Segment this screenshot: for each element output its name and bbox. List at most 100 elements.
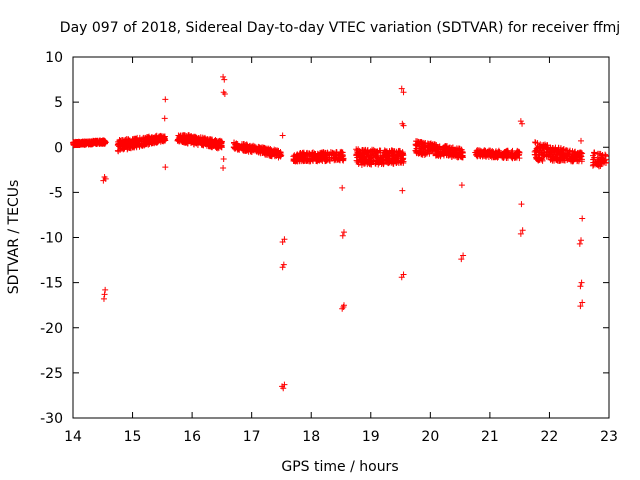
x-tick-label: 17	[243, 429, 261, 445]
data-point	[590, 161, 597, 168]
data-point	[183, 137, 190, 144]
data-point	[385, 153, 392, 160]
data-point	[577, 303, 584, 310]
plot-border	[72, 56, 610, 419]
data-point	[119, 145, 126, 152]
data-point	[280, 261, 287, 268]
data-point	[516, 155, 523, 162]
data-point	[576, 240, 583, 247]
data-point	[318, 149, 325, 156]
data-point	[327, 149, 334, 156]
data-point	[571, 152, 578, 159]
data-point	[362, 147, 369, 154]
data-point	[75, 141, 82, 148]
data-point	[158, 133, 165, 140]
data-point	[100, 295, 107, 302]
data-point	[440, 152, 447, 159]
data-point	[247, 145, 254, 152]
data-point	[357, 154, 364, 161]
data-point	[430, 150, 437, 157]
x-tick-label: 18	[302, 429, 320, 445]
data-point	[378, 154, 385, 161]
data-point	[312, 153, 319, 160]
data-point	[221, 91, 228, 98]
data-point	[400, 89, 407, 96]
data-point	[220, 155, 227, 162]
data-point	[452, 152, 459, 159]
x-tick-label: 16	[183, 429, 201, 445]
data-point	[140, 135, 147, 142]
y-tick-label: 0	[54, 140, 63, 156]
data-point	[115, 148, 122, 155]
data-point	[459, 152, 466, 159]
data-point	[251, 147, 258, 154]
data-point	[556, 152, 563, 159]
data-point	[279, 239, 286, 246]
data-point	[208, 138, 215, 145]
y-tick-label: -10	[40, 231, 63, 247]
y-tick-label: -5	[49, 185, 63, 201]
data-point	[385, 160, 392, 167]
data-point	[601, 158, 608, 165]
data-point	[513, 150, 520, 157]
data-point	[340, 229, 347, 236]
data-point	[578, 237, 585, 244]
data-point	[550, 146, 557, 153]
data-point	[518, 201, 525, 208]
data-point	[544, 145, 551, 152]
y-tick-label: -30	[40, 411, 63, 427]
data-point	[220, 73, 227, 80]
data-point	[579, 299, 586, 306]
data-point	[458, 146, 465, 153]
data-point	[569, 152, 576, 159]
data-point	[274, 147, 281, 154]
data-point	[486, 147, 493, 154]
data-point	[135, 139, 142, 146]
data-point	[70, 139, 77, 146]
data-point	[218, 138, 225, 145]
data-point	[388, 149, 395, 156]
data-point	[148, 140, 155, 147]
data-point	[220, 165, 227, 172]
data-point	[121, 138, 128, 145]
y-tick-label: -15	[40, 276, 63, 292]
data-point	[340, 157, 347, 164]
data-point	[127, 143, 134, 150]
data-point	[337, 149, 344, 156]
data-point	[152, 133, 159, 140]
data-point	[192, 139, 199, 146]
data-point	[360, 150, 367, 157]
data-point	[400, 122, 407, 129]
data-point	[398, 274, 405, 281]
y-tick-label: -20	[40, 321, 63, 337]
data-point	[600, 155, 607, 162]
data-point	[551, 149, 558, 156]
data-point	[458, 182, 465, 189]
data-point	[424, 140, 431, 147]
data-point	[547, 154, 554, 161]
data-point	[202, 137, 209, 144]
data-point	[429, 146, 436, 153]
data-point	[374, 156, 381, 163]
x-tick-label: 20	[421, 429, 439, 445]
data-point	[340, 303, 347, 310]
data-point	[146, 133, 153, 140]
data-point	[535, 152, 542, 159]
data-point	[305, 150, 312, 157]
data-point	[363, 153, 370, 160]
y-tick-label: 5	[54, 95, 63, 111]
data-point	[196, 138, 203, 145]
data-point	[199, 140, 206, 147]
data-point	[578, 137, 585, 144]
data-point	[540, 141, 547, 148]
data-point	[594, 151, 601, 158]
data-point	[473, 152, 480, 159]
data-point	[577, 283, 584, 290]
data-point	[377, 155, 384, 162]
data-point	[532, 139, 539, 146]
data-point	[531, 151, 538, 158]
data-point	[338, 152, 345, 159]
data-point	[397, 159, 404, 166]
data-point	[231, 140, 238, 147]
